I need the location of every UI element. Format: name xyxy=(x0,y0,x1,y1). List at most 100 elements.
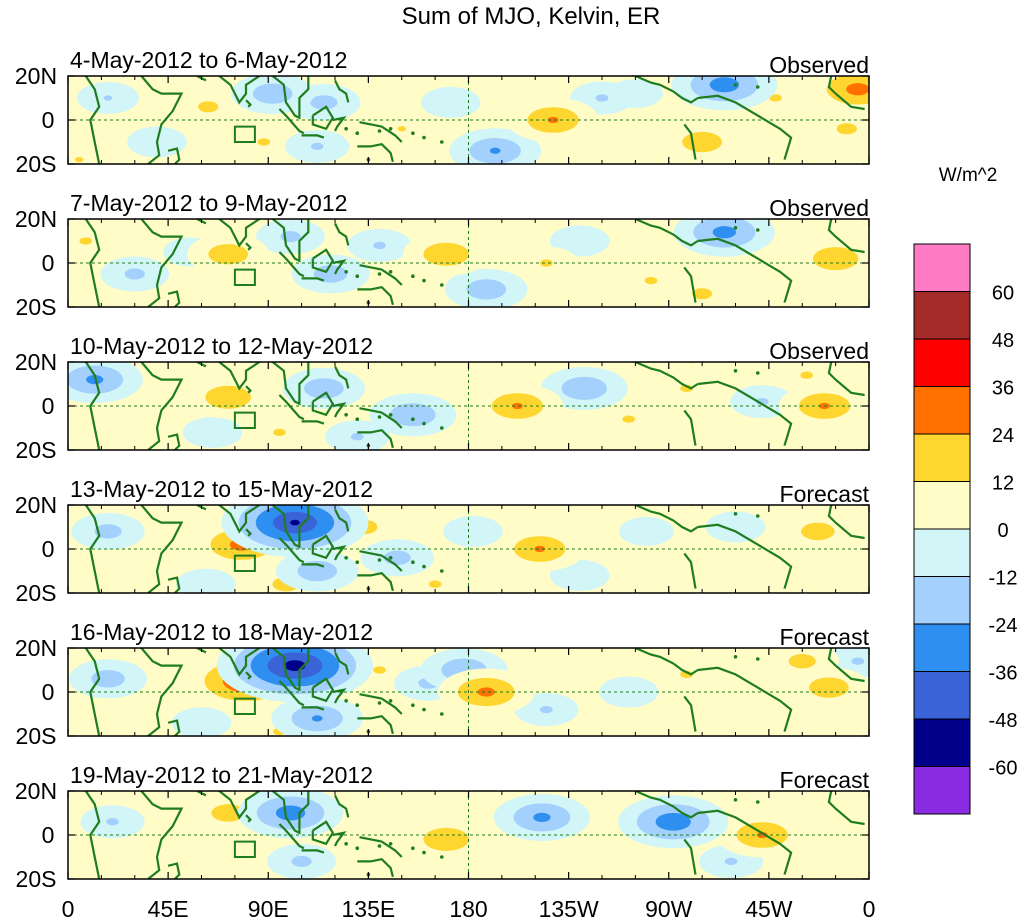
longitude-axis: 0 45E 90E 135E 180 135W 90W 45W 0 xyxy=(62,896,876,921)
panel-date-range: 7-May-2012 to 9-May-2012 xyxy=(70,190,347,216)
positive-anomaly-contour xyxy=(512,402,523,410)
coastline xyxy=(683,838,697,875)
island-dot xyxy=(377,129,382,133)
coastline xyxy=(278,537,305,564)
coastline xyxy=(683,266,697,303)
negative-anomaly-contour xyxy=(533,812,551,823)
negative-anomaly-contour xyxy=(310,95,338,110)
negative-anomaly-contour xyxy=(124,268,145,280)
latitude-tick-label: 20S xyxy=(16,294,57,320)
colorbar-swatch xyxy=(913,718,971,767)
coastline xyxy=(301,563,325,568)
coastline xyxy=(827,505,865,540)
tick-marks xyxy=(67,75,870,165)
coastline xyxy=(167,576,181,593)
coastline xyxy=(84,362,101,450)
coastline xyxy=(167,290,181,307)
island-dot xyxy=(344,699,348,703)
negative-anomaly-contour xyxy=(851,657,865,665)
positive-anomaly-contour xyxy=(205,385,251,409)
coastline xyxy=(634,791,699,819)
negative-anomaly-contour xyxy=(350,433,364,441)
colorbar-tick-label: -60 xyxy=(989,758,1018,780)
coastline xyxy=(357,286,394,306)
coastline xyxy=(634,76,699,104)
colorbar-tick-label: 24 xyxy=(992,425,1014,447)
negative-anomaly-contour xyxy=(171,707,232,736)
colorbar-swatch xyxy=(913,386,971,435)
island-dot xyxy=(388,413,393,417)
latitude-tick-label: 20S xyxy=(16,580,57,606)
island-dot xyxy=(755,514,760,518)
coastline xyxy=(697,809,793,875)
positive-anomaly-contour xyxy=(547,116,559,124)
coastline xyxy=(278,680,305,707)
coastline xyxy=(84,76,101,164)
coastline xyxy=(357,715,394,735)
coastline xyxy=(140,76,184,164)
coastline xyxy=(272,791,310,835)
negative-anomaly-contour xyxy=(540,705,553,714)
negative-anomaly-contour xyxy=(103,95,113,101)
map-panel: 4-May-2012 to 6-May-2012 Observed 20N 0 20S xyxy=(15,47,870,177)
longitude-tick-label: 0 xyxy=(62,896,75,921)
colorbar-swatch xyxy=(913,481,971,530)
coastline xyxy=(311,248,335,274)
coastline xyxy=(827,791,865,826)
longitude-tick-label: 135E xyxy=(342,896,396,921)
positive-anomaly-contour xyxy=(423,827,470,851)
positive-anomaly-contour xyxy=(257,138,271,146)
negative-anomaly-contour xyxy=(705,511,766,543)
island-dot xyxy=(377,272,382,276)
coastline xyxy=(84,648,101,736)
longitude-tick-label: 90E xyxy=(248,896,289,921)
region-box xyxy=(233,125,256,143)
positive-anomaly-contour xyxy=(79,237,93,245)
positive-anomaly-contour xyxy=(805,797,866,829)
region-box xyxy=(233,697,256,715)
panel-date-range: 13-May-2012 to 15-May-2012 xyxy=(70,476,373,502)
latitude-tick-label: 20S xyxy=(16,866,57,892)
latitude-tick-label: 20N xyxy=(15,63,57,89)
tick-marks xyxy=(67,504,870,594)
coastline xyxy=(332,402,347,418)
island-dot xyxy=(355,703,360,707)
coastline xyxy=(245,99,252,108)
island-dot xyxy=(344,127,348,131)
positive-anomaly-contour xyxy=(801,522,835,541)
colorbar-tick-label: -12 xyxy=(989,568,1018,590)
positive-anomaly-contour xyxy=(428,580,442,588)
coastline xyxy=(334,508,350,532)
coastline xyxy=(278,108,305,135)
coastline xyxy=(697,666,793,732)
negative-anomaly-contour xyxy=(290,519,300,526)
coastline xyxy=(683,409,697,446)
colorbar-tick-label: 60 xyxy=(992,283,1014,305)
coastlines xyxy=(84,219,865,307)
negative-anomaly-contour xyxy=(724,857,738,866)
region-box xyxy=(233,840,256,858)
coastline xyxy=(357,572,394,592)
coastline xyxy=(634,505,699,533)
island-dot xyxy=(422,421,426,426)
island-dot xyxy=(755,371,760,375)
negative-anomaly-contour xyxy=(595,94,609,102)
colorbar-swatch xyxy=(913,291,971,340)
island-dot xyxy=(377,844,382,848)
island-dot xyxy=(344,270,348,274)
positive-anomaly-contour xyxy=(788,654,816,669)
panel-status: Forecast xyxy=(780,624,870,650)
colorbar-swatch xyxy=(913,623,971,672)
colorbar: W/m^2 60 48 36 24 12 0 -12 -24 -36 -48 -60 xyxy=(913,165,1018,815)
coastline xyxy=(634,362,699,390)
coastline xyxy=(311,820,335,846)
island-dot xyxy=(733,83,738,87)
coastline xyxy=(245,671,252,680)
latitude-tick-label: 20N xyxy=(15,349,57,375)
map-panel: 13-May-2012 to 15-May-2012 Forecast 20N 0 20… xyxy=(15,476,870,606)
island-dot xyxy=(755,800,760,804)
coastline xyxy=(332,116,347,132)
negative-anomaly-contour xyxy=(106,818,119,826)
positive-anomaly-contour xyxy=(769,94,782,102)
